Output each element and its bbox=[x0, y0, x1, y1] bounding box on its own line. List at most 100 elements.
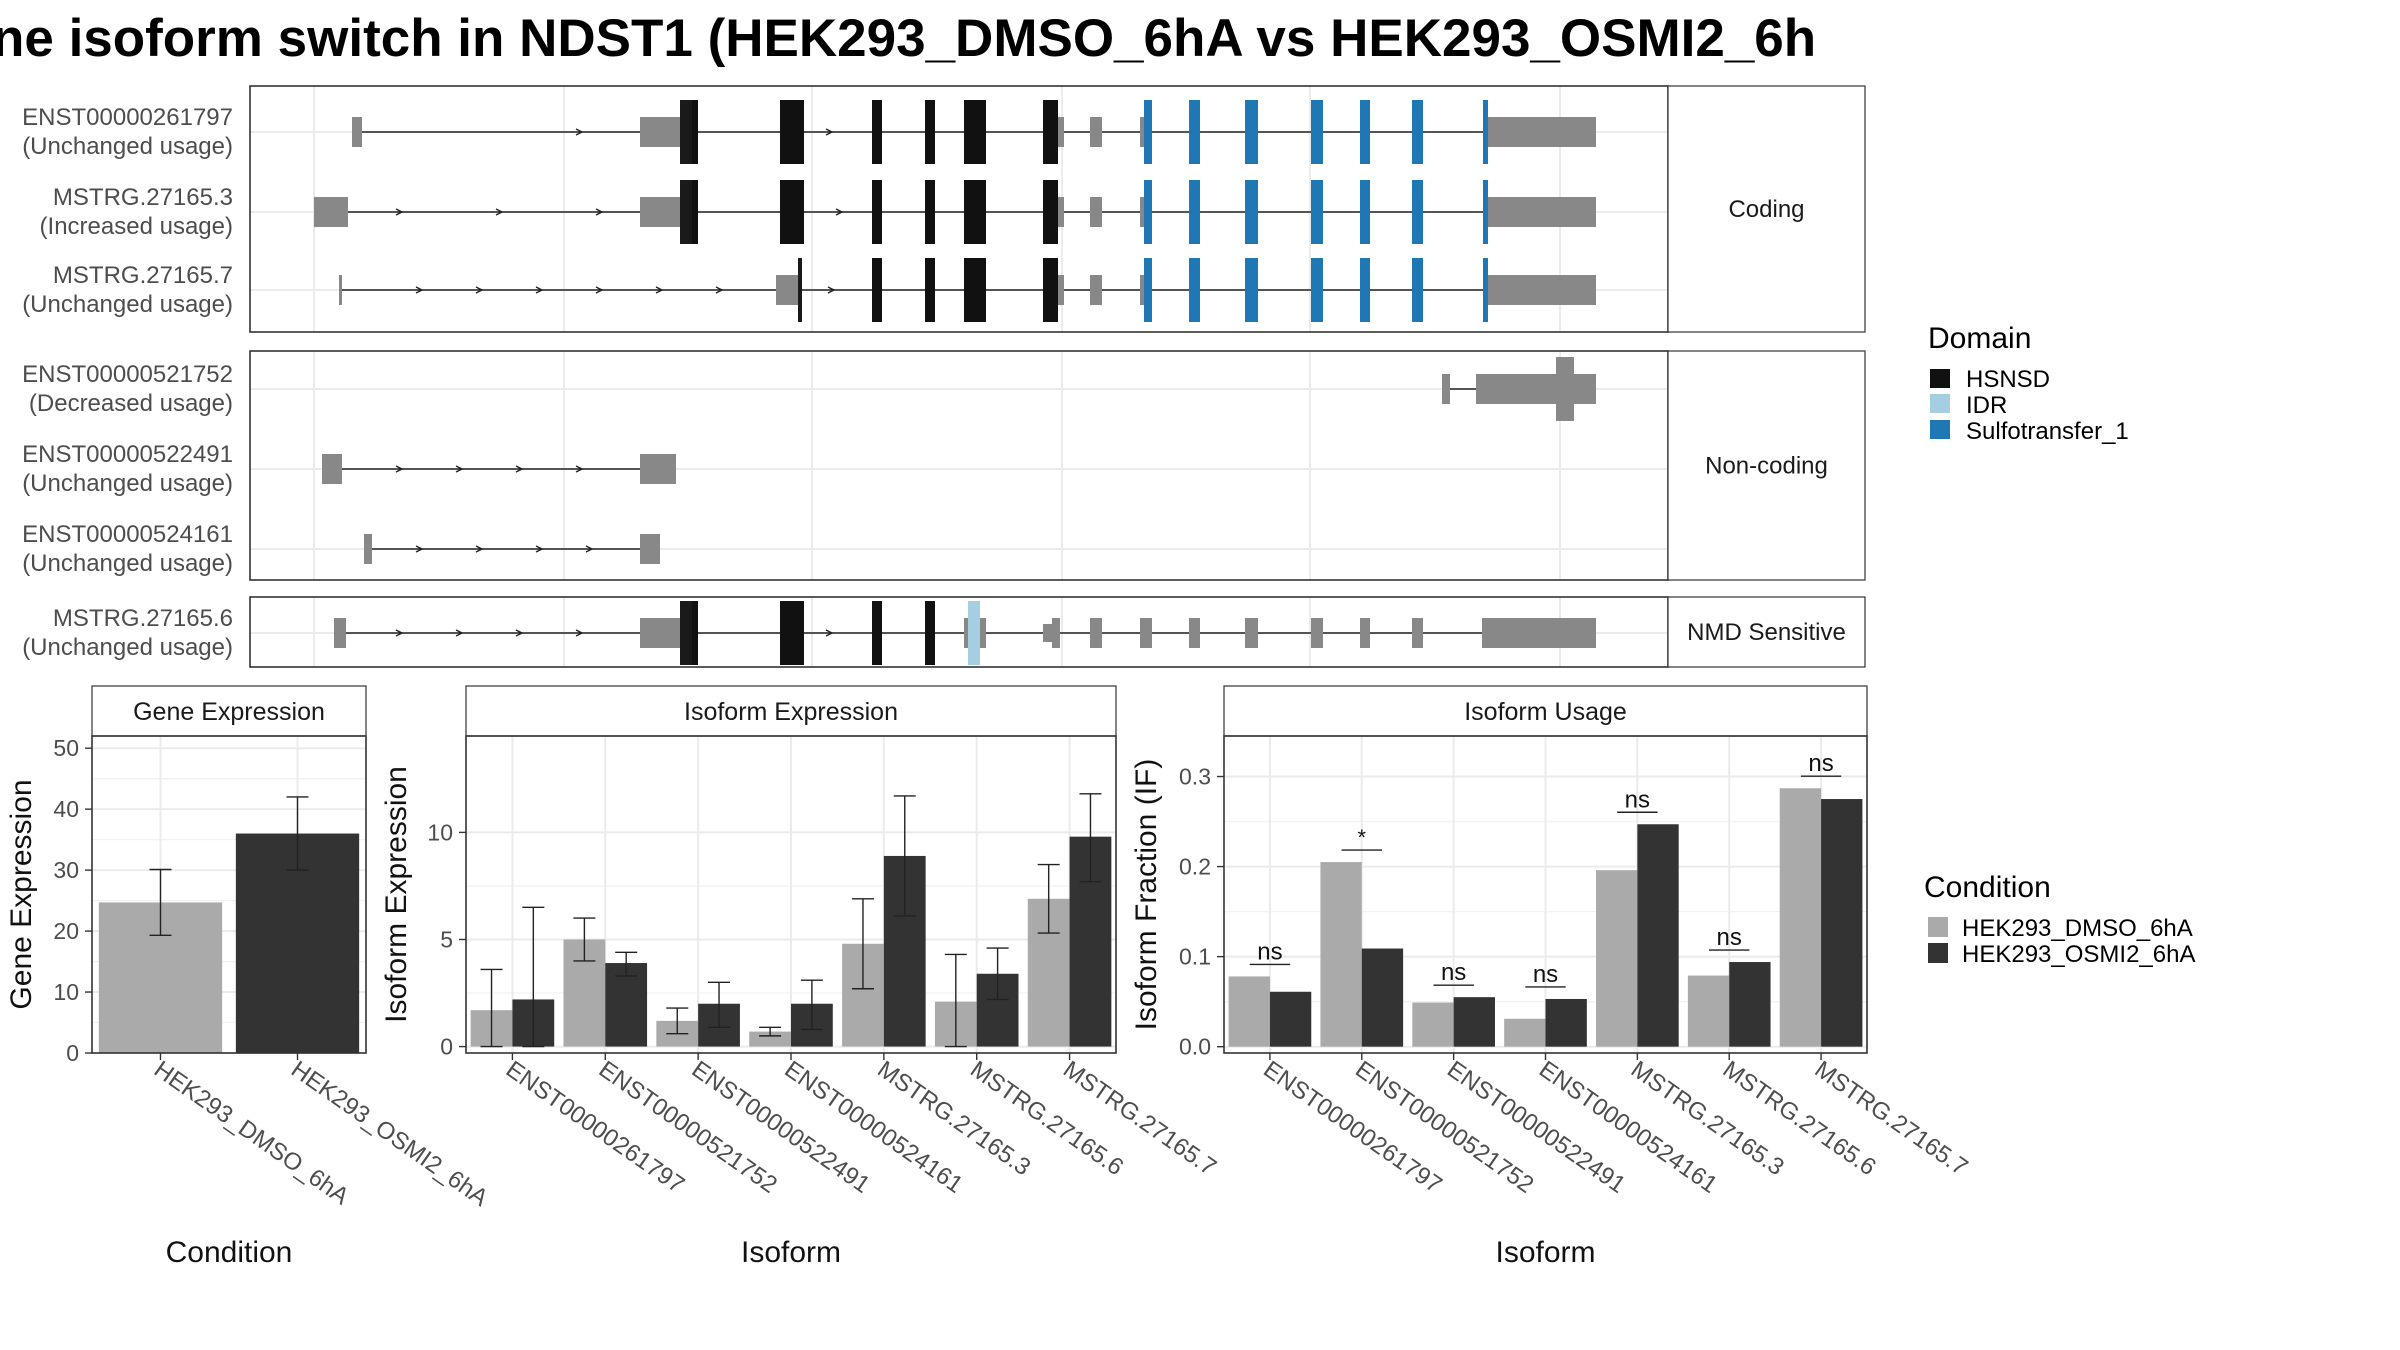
exon-utr bbox=[1488, 117, 1596, 147]
structure-panel-non-coding: ENST00000521752(Decreased usage)ENST0000… bbox=[22, 350, 1866, 581]
strand-arrow bbox=[575, 629, 584, 637]
transcript-id-label: ENST00000521752 bbox=[22, 361, 233, 388]
bar-ENST00000261797 bbox=[1269, 991, 1312, 1047]
exon-Sulfotransfer_1 bbox=[1483, 180, 1488, 244]
significance-label: * bbox=[1358, 825, 1367, 850]
strand-arrow bbox=[715, 286, 724, 294]
exon-utr bbox=[364, 534, 372, 564]
strand-arrow bbox=[825, 128, 834, 136]
bar-ENST00000521752 bbox=[1361, 948, 1404, 1047]
x-tick-label: MSTRG.27165.6 bbox=[1718, 1056, 1881, 1181]
exon-Sulfotransfer_1 bbox=[1311, 258, 1323, 322]
transcript-ENST00000521752: ENST00000521752(Decreased usage) bbox=[22, 357, 1596, 421]
y-axis-title: Isoform Expression bbox=[380, 766, 413, 1023]
transcript-usage-label: (Unchanged usage) bbox=[22, 291, 233, 318]
legend-swatch-hsnsd bbox=[1930, 369, 1950, 388]
exon-utr bbox=[1556, 357, 1574, 421]
facet-strip-label: Coding bbox=[1728, 196, 1804, 223]
gene-expression-chart: Gene Expression01020304050HEK293_DMSO_6h… bbox=[5, 685, 493, 1269]
bar-ENST00000524161 bbox=[1545, 998, 1587, 1047]
exon-utr bbox=[1090, 197, 1102, 227]
strand-arrow bbox=[395, 629, 404, 637]
exon-utr bbox=[1488, 275, 1596, 305]
exon-utr bbox=[322, 454, 342, 484]
transcript-id-label: ENST00000261797 bbox=[22, 104, 233, 131]
exon-utr bbox=[1090, 275, 1102, 305]
facet-strip-label: NMD Sensitive bbox=[1687, 619, 1846, 646]
y-tick-label: 0.3 bbox=[1179, 764, 1211, 790]
y-axis-title: Gene Expression bbox=[5, 779, 38, 1009]
exon-Sulfotransfer_1 bbox=[1144, 100, 1152, 164]
exon-utr bbox=[1189, 618, 1200, 648]
bar-MSTRG.27165.6 bbox=[1729, 962, 1771, 1047]
x-axis-title: Isoform bbox=[1495, 1236, 1595, 1269]
structure-panel-nmd-sensitive: MSTRG.27165.6(Unchanged usage) NMD Sensit… bbox=[22, 596, 1866, 668]
exon-utr bbox=[1043, 624, 1052, 642]
legend-swatch-osmi2 bbox=[1928, 943, 1948, 963]
exon-Sulfotransfer_1 bbox=[1189, 100, 1200, 164]
exon-utr bbox=[1488, 197, 1596, 227]
legend-label-osmi2: HEK293_OSMI2_6hA bbox=[1962, 941, 2195, 968]
y-tick-label: 5 bbox=[440, 926, 453, 952]
significance-label: ns bbox=[1533, 961, 1558, 988]
exon-utr bbox=[1052, 618, 1060, 648]
y-tick-label: 30 bbox=[53, 857, 79, 883]
chart-title: Isoform Usage bbox=[1464, 698, 1627, 726]
exon-utr bbox=[1360, 618, 1370, 648]
exon-HSNSD bbox=[1043, 100, 1058, 164]
exon-utr bbox=[1412, 618, 1423, 648]
y-tick-label: 20 bbox=[53, 918, 79, 944]
exon-utr bbox=[1058, 197, 1064, 227]
strand-arrow bbox=[825, 629, 834, 637]
exon-Sulfotransfer_1 bbox=[1144, 180, 1152, 244]
exon-Sulfotransfer_1 bbox=[1360, 180, 1370, 244]
exon-utr bbox=[314, 197, 348, 227]
x-tick-label: MSTRG.27165.6 bbox=[965, 1056, 1128, 1181]
x-tick-label: MSTRG.27165.3 bbox=[872, 1056, 1035, 1181]
legend-label-sulfotransfer: Sulfotransfer_1 bbox=[1966, 418, 2129, 445]
significance-label: ns bbox=[1717, 924, 1742, 951]
exon-HSNSD bbox=[925, 258, 935, 322]
x-axis-title: Condition bbox=[166, 1236, 293, 1269]
facet-strip bbox=[465, 685, 1117, 737]
exon-utr bbox=[1140, 197, 1144, 227]
exon-Sulfotransfer_1 bbox=[1189, 258, 1200, 322]
exon-HSNSD bbox=[692, 100, 698, 164]
strand-arrow bbox=[515, 465, 524, 473]
exon-HSNSD bbox=[780, 601, 804, 665]
exon-utr bbox=[352, 117, 362, 147]
panel-background bbox=[250, 351, 1668, 580]
exon-utr bbox=[1090, 117, 1102, 147]
exon-Sulfotransfer_1 bbox=[1483, 258, 1488, 322]
exon-Sulfotransfer_1 bbox=[1483, 100, 1488, 164]
strand-arrow bbox=[835, 208, 844, 216]
exon-utr bbox=[1140, 275, 1144, 305]
y-tick-label: 40 bbox=[53, 796, 79, 822]
exon-HSNSD bbox=[692, 180, 698, 244]
significance-label: ns bbox=[1257, 938, 1282, 965]
bar-ENST00000522491 bbox=[1412, 1002, 1454, 1047]
exon-Sulfotransfer_1 bbox=[1412, 258, 1423, 322]
exon-utr bbox=[1482, 618, 1596, 648]
exon-utr bbox=[1140, 618, 1152, 648]
significance-label: ns bbox=[1625, 786, 1650, 813]
exon-Sulfotransfer_1 bbox=[1360, 100, 1370, 164]
strand-arrow bbox=[575, 128, 584, 136]
strand-arrow bbox=[415, 286, 424, 294]
strand-arrow bbox=[535, 286, 544, 294]
facet-strip-label: Non-coding bbox=[1705, 453, 1828, 480]
legend-swatch-sulfotransfer bbox=[1930, 420, 1950, 439]
strand-arrow bbox=[827, 286, 836, 294]
exon-Sulfotransfer_1 bbox=[1245, 180, 1258, 244]
exon-Sulfotransfer_1 bbox=[1412, 100, 1423, 164]
exon-Sulfotransfer_1 bbox=[1189, 180, 1200, 244]
domain-legend: Domain HSNSD IDR Sulfotransfer_1 bbox=[1928, 322, 2129, 445]
transcript-usage-label: (Unchanged usage) bbox=[22, 550, 233, 577]
x-tick-label: MSTRG.27165.7 bbox=[1058, 1056, 1221, 1181]
exon-utr bbox=[964, 618, 968, 648]
facet-strip bbox=[91, 685, 367, 737]
exon-utr bbox=[1090, 618, 1102, 648]
strand-arrow bbox=[595, 208, 604, 216]
